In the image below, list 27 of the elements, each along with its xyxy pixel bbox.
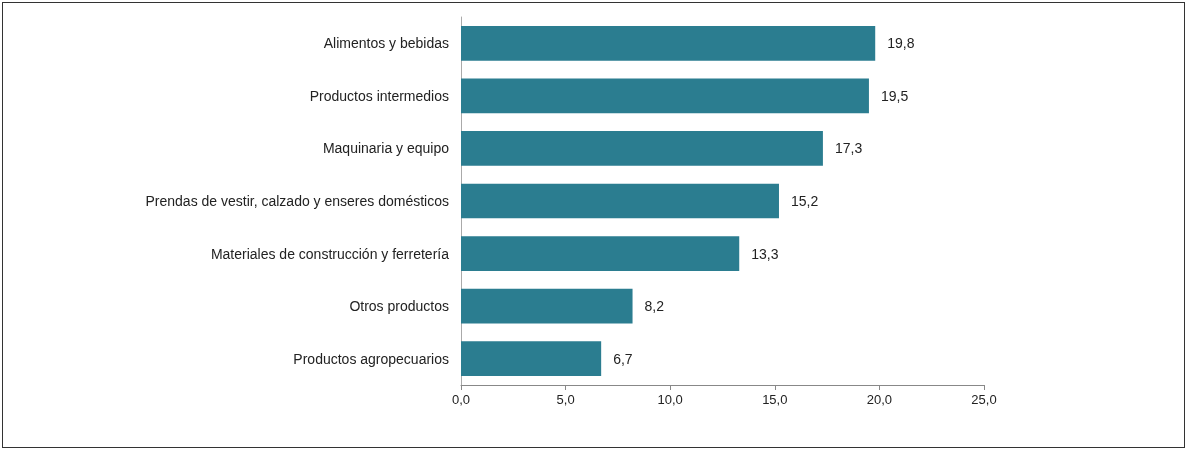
bar bbox=[461, 78, 869, 114]
y-tick-label: Productos intermedios bbox=[309, 87, 449, 104]
data-label: 19,5 bbox=[880, 87, 909, 104]
x-tick-label: 0,0 bbox=[451, 392, 471, 407]
data-label: 19,8 bbox=[887, 35, 915, 52]
bar bbox=[461, 25, 876, 61]
bar bbox=[461, 183, 779, 219]
y-tick-label: Maquinaria y equipo bbox=[322, 140, 450, 157]
data-label: 15,2 bbox=[790, 193, 819, 209]
x-tick-label: 5,0 bbox=[556, 392, 575, 407]
x-tick-label: 15,0 bbox=[762, 392, 788, 407]
y-tick-label: Alimentos y bebidas bbox=[323, 35, 449, 52]
y-tick-label: Otros productos bbox=[349, 298, 449, 315]
data-label: 17,3 bbox=[834, 140, 863, 157]
y-tick-label: Prendas de vestir, calzado y enseres domésticos bbox=[145, 193, 449, 209]
y-tick-label: Materiales de construcción y ferretería bbox=[210, 245, 450, 262]
data-label: 6,7 bbox=[613, 350, 633, 367]
data-label: 8,2 bbox=[644, 298, 665, 315]
bar bbox=[461, 236, 740, 271]
x-tick-label: 25,0 bbox=[971, 392, 997, 407]
bar bbox=[461, 288, 633, 324]
data-label: 13,3 bbox=[751, 245, 779, 262]
bar bbox=[461, 131, 823, 166]
y-tick-label: Productos agropecuarios bbox=[293, 350, 449, 367]
x-tick-label: 20,0 bbox=[866, 392, 893, 407]
bar bbox=[461, 341, 602, 377]
x-tick-label: 10,0 bbox=[657, 392, 683, 407]
